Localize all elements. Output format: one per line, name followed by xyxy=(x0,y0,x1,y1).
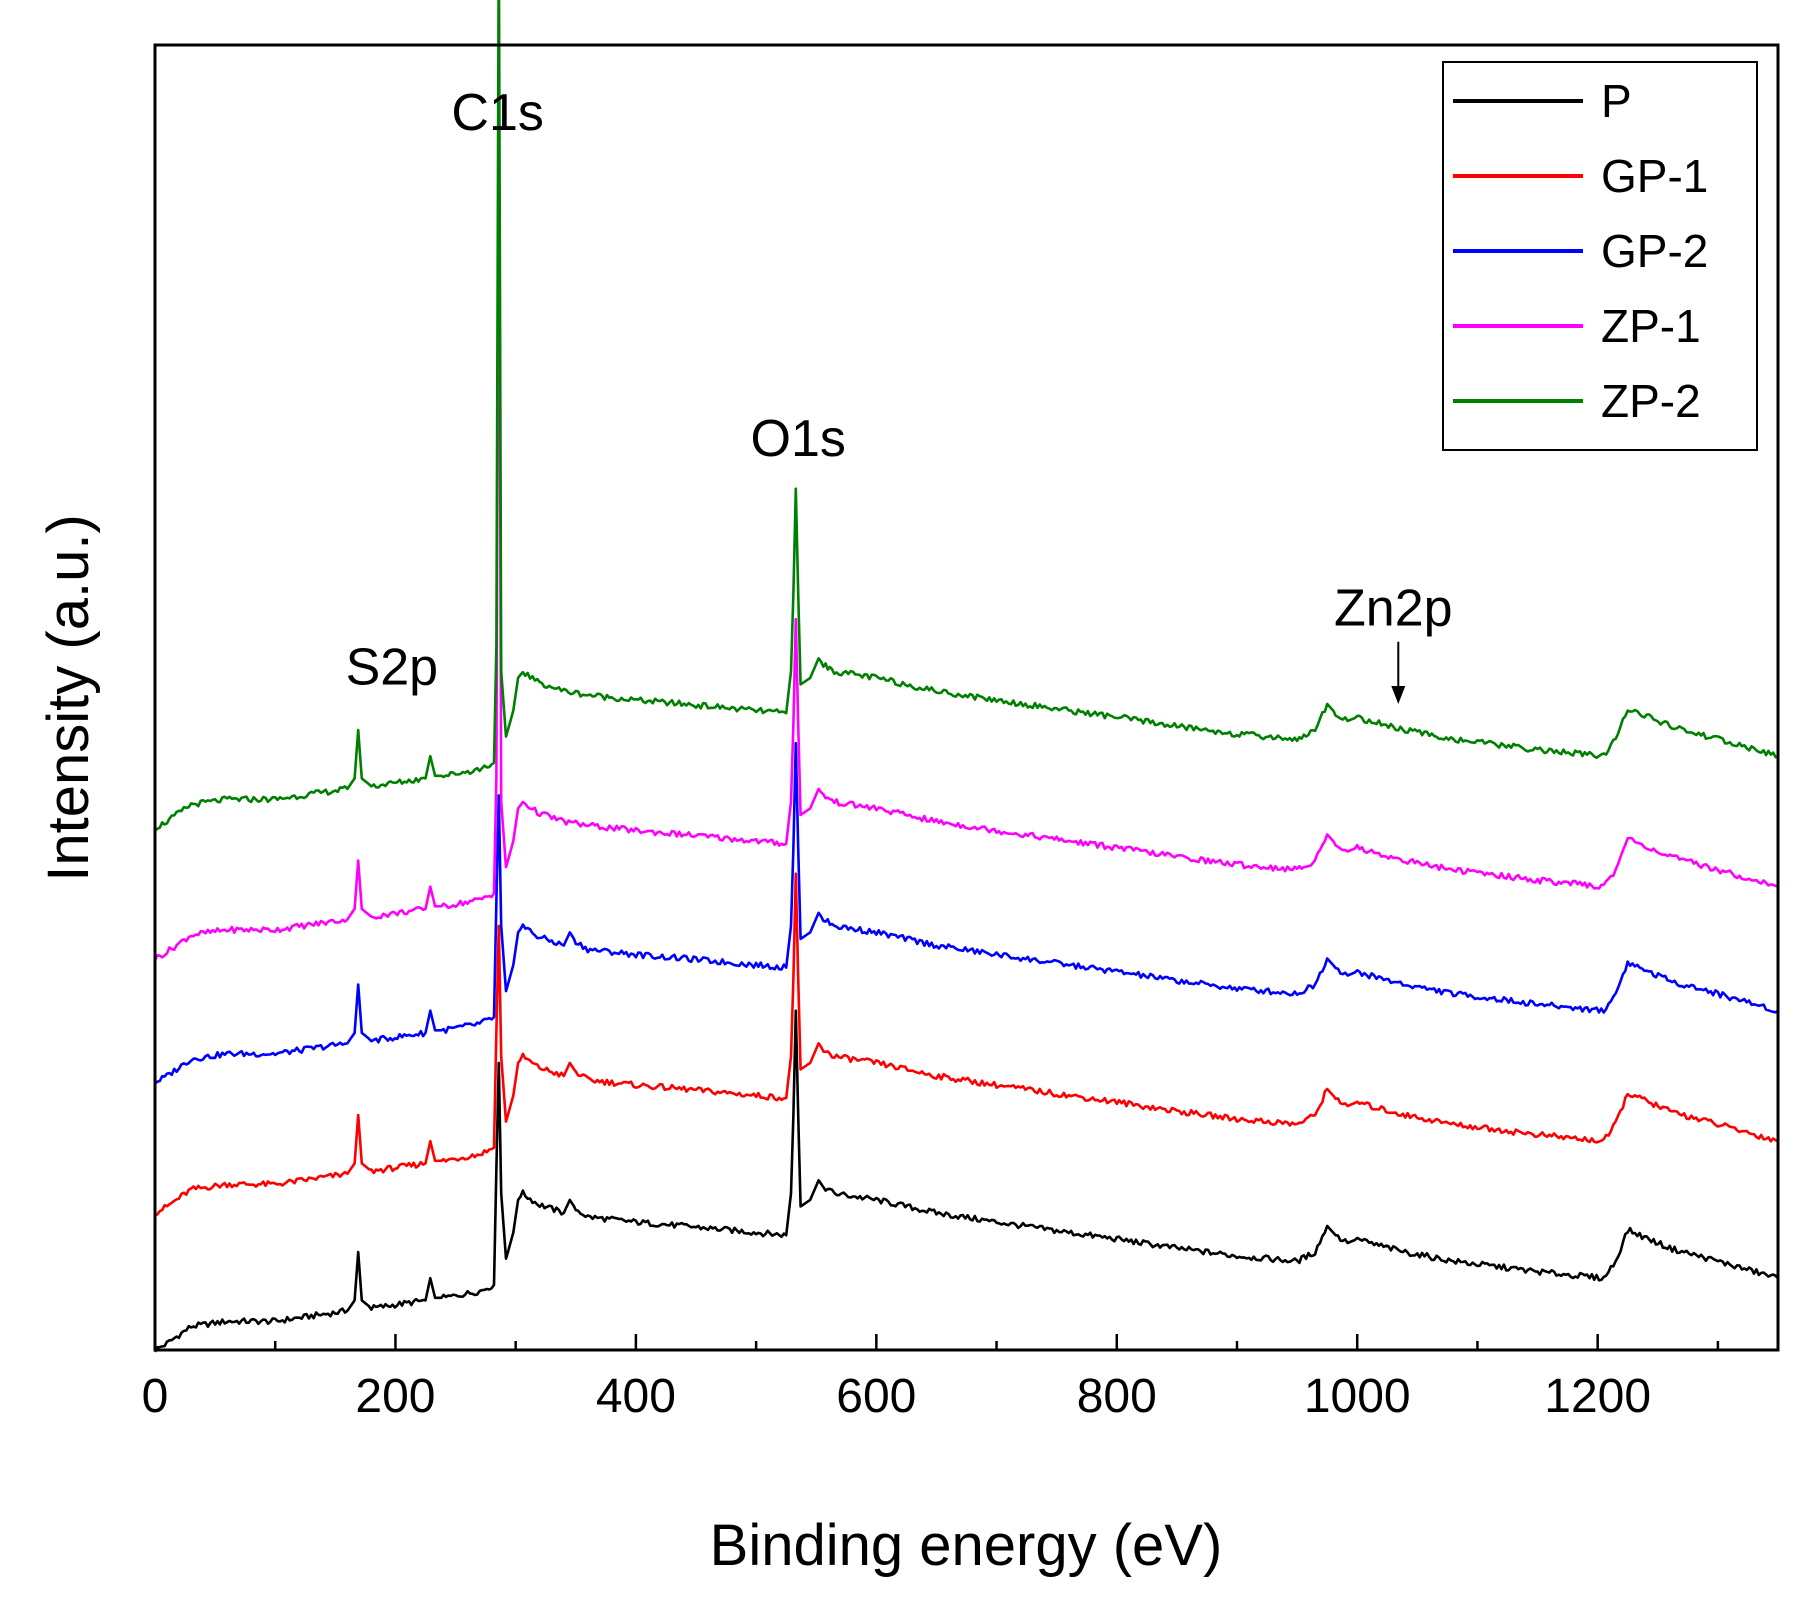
series-line-zp-1 xyxy=(153,56,1779,961)
x-tick-label: 1200 xyxy=(1544,1370,1651,1423)
peak-label-o1s: O1s xyxy=(751,410,846,468)
y-axis-title: Intensity (a.u.) xyxy=(36,514,101,881)
x-axis: 0 200 400 600 800 1000 1200 xyxy=(142,1334,1720,1423)
legend-label-gp-1: GP-1 xyxy=(1601,150,1708,202)
series-line-gp-2 xyxy=(154,741,1779,1085)
legend-label-p: P xyxy=(1601,75,1632,127)
peak-label-c1s: C1s xyxy=(451,84,543,142)
legend-label-gp-2: GP-2 xyxy=(1601,225,1708,277)
series-line-zp-2 xyxy=(154,0,1779,832)
legend-box xyxy=(1442,61,1758,451)
x-axis-title: Binding energy (eV) xyxy=(710,1513,1223,1578)
peak-label-s2p: S2p xyxy=(346,638,439,696)
legend: P GP-1 GP-2 ZP-1 ZP-2 xyxy=(1442,61,1758,451)
peak-label-zn2p: Zn2p xyxy=(1334,580,1453,638)
legend-label-zp-1: ZP-1 xyxy=(1601,300,1701,352)
plot-frame xyxy=(153,43,1780,1352)
x-tick-label: 200 xyxy=(355,1370,435,1423)
x-tick-label: 400 xyxy=(596,1370,676,1423)
x-tick-label: 600 xyxy=(836,1370,916,1423)
series-line-gp-1 xyxy=(154,872,1779,1217)
x-tick-label: 1000 xyxy=(1304,1370,1411,1423)
x-tick-label: 800 xyxy=(1077,1370,1157,1423)
zn2p-arrow-head xyxy=(1391,686,1406,705)
series-line-p xyxy=(153,1009,1779,1353)
legend-label-zp-2: ZP-2 xyxy=(1601,375,1701,427)
series-layer xyxy=(153,0,1779,1353)
x-tick-label: 0 xyxy=(142,1370,169,1423)
peak-annotations: S2p C1s O1s Zn2p xyxy=(346,84,1453,705)
